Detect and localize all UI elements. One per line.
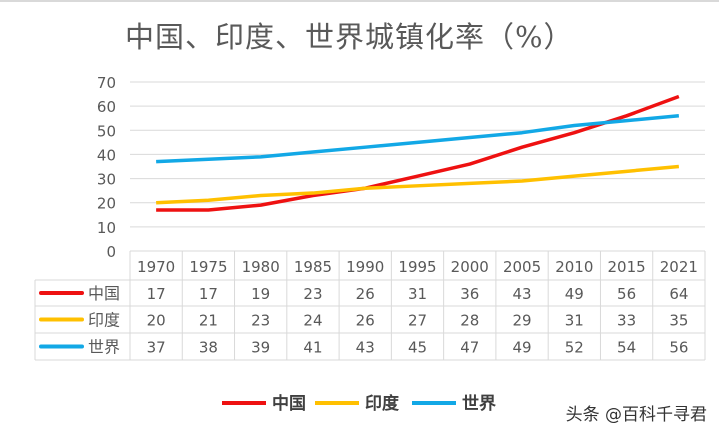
y-tick-label: 10: [97, 219, 116, 237]
series-line-2: [156, 114, 680, 164]
table-cell: 33: [617, 312, 636, 330]
table-cell: 45: [408, 339, 427, 357]
x-tick-label: 1995: [398, 258, 436, 276]
table-cell: 23: [303, 285, 322, 303]
table-cell: 52: [565, 339, 584, 357]
table-cell: 17: [147, 285, 166, 303]
table-cell: 41: [303, 339, 322, 357]
y-tick-label: 70: [97, 74, 116, 92]
y-tick-label: 0: [106, 243, 116, 261]
table-cell: 20: [147, 312, 166, 330]
chart-title: 中国、印度、世界城镇化率（%）: [125, 20, 574, 54]
table-cell: 21: [199, 312, 218, 330]
x-tick-label: 2005: [503, 258, 541, 276]
y-tick-label: 40: [97, 146, 116, 164]
table-series-label: 中国: [88, 284, 120, 303]
table-cell: 64: [669, 285, 688, 303]
table-cell: 31: [565, 312, 584, 330]
table-cell: 35: [669, 312, 688, 330]
table-cell: 31: [408, 285, 427, 303]
table-cell: 27: [408, 312, 427, 330]
table-cell: 23: [251, 312, 270, 330]
x-tick-label: 2000: [451, 258, 489, 276]
x-tick-label: 1985: [294, 258, 332, 276]
table-cell: 49: [565, 285, 584, 303]
table-cell: 47: [460, 339, 479, 357]
y-tick-label: 30: [97, 171, 116, 189]
legend-label: 印度: [365, 393, 400, 414]
legend-label: 世界: [462, 394, 496, 414]
table-series-label: 世界: [88, 338, 120, 357]
table-cell: 56: [669, 339, 688, 357]
x-tick-label: 1990: [346, 258, 384, 276]
y-tick-label: 50: [97, 122, 116, 140]
watermark: 头条 @百科千寻君: [565, 405, 707, 425]
table-cell: 19: [251, 285, 270, 303]
table-cell: 49: [512, 339, 531, 357]
table-cell: 37: [147, 339, 166, 357]
table-cell: 36: [460, 285, 479, 303]
table-cell: 43: [512, 285, 531, 303]
table-cell: 43: [356, 339, 375, 357]
x-tick-label: 1975: [189, 258, 227, 276]
legend-label: 中国: [272, 393, 306, 414]
x-tick-label: 2021: [660, 258, 698, 276]
table-series-label: 印度: [88, 311, 120, 330]
table-cell: 26: [356, 312, 375, 330]
x-tick-label: 1970: [137, 258, 175, 276]
table-cell: 26: [356, 285, 375, 303]
table-cell: 24: [303, 312, 322, 330]
y-tick-label: 20: [97, 195, 116, 213]
x-tick-label: 1980: [242, 258, 280, 276]
table-cell: 38: [199, 339, 218, 357]
top-border: [0, 0, 719, 2]
x-tick-label: 2015: [607, 258, 645, 276]
series-line-0: [156, 94, 680, 212]
table-cell: 17: [199, 285, 218, 303]
table-cell: 28: [460, 312, 479, 330]
table-cell: 56: [617, 285, 636, 303]
series-line-1: [156, 164, 680, 205]
table-cell: 39: [251, 339, 270, 357]
y-tick-label: 60: [97, 98, 116, 116]
table-cell: 29: [512, 312, 531, 330]
table-cell: 54: [617, 339, 636, 357]
x-tick-label: 2010: [555, 258, 593, 276]
